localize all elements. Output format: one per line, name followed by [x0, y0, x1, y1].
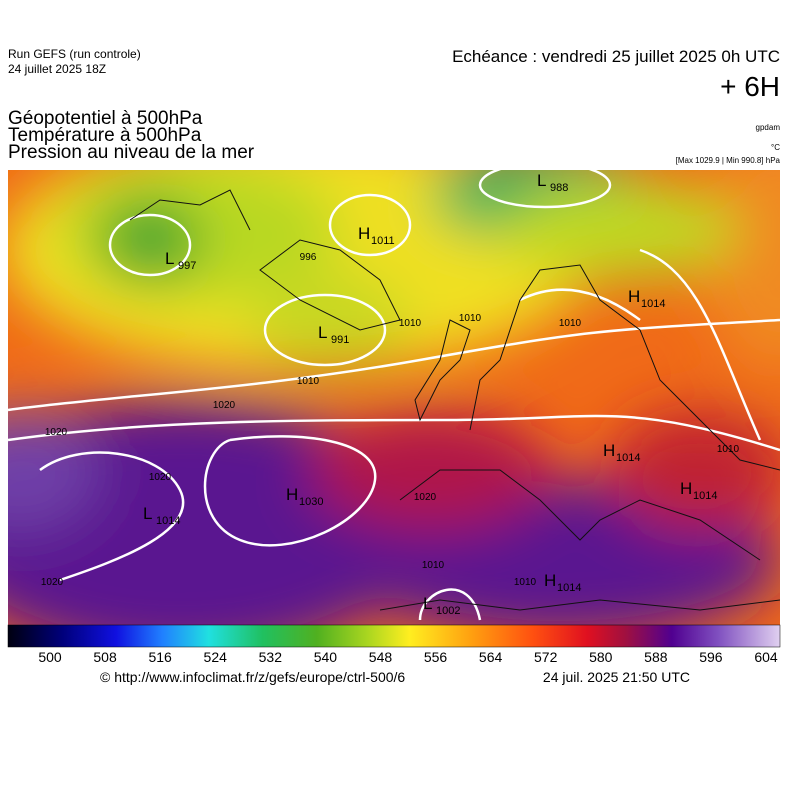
isobar-label: 1010: [399, 318, 422, 329]
unit-geopotential: gpdam: [756, 123, 781, 132]
colorbar-label: 604: [754, 649, 778, 665]
unit-temperature: °C: [771, 143, 780, 152]
pressure-center-value: 1014: [557, 582, 581, 594]
pressure-center-type: H: [628, 287, 640, 306]
pressure-center-value: 1014: [641, 298, 665, 310]
pressure-center-type: H: [680, 479, 692, 498]
colorbar-label: 508: [93, 649, 117, 665]
pressure-center-value: 991: [331, 334, 349, 346]
isobar-label: 996: [300, 252, 317, 263]
pressure-center-type: H: [358, 224, 370, 243]
colorbar-label: 548: [369, 649, 393, 665]
footer-generated: 24 juil. 2025 21:50 UTC: [543, 669, 690, 685]
pressure-center-value: 1014: [616, 452, 640, 464]
colorbar-label: 532: [259, 649, 283, 665]
unit-pressure: [Max 1029.9 | Min 990.8] hPa: [676, 156, 781, 165]
pressure-center-value: 1014: [693, 490, 717, 502]
isobar-label: 1010: [514, 577, 537, 588]
pressure-center-type: L: [318, 323, 327, 342]
colorbar-label: 588: [644, 649, 668, 665]
isobar-label: 1010: [559, 318, 582, 329]
pressure-center-value: 1011: [371, 235, 395, 247]
footer-source: © http://www.infoclimat.fr/z/gefs/europe…: [100, 669, 405, 685]
pressure-center-value: 1002: [436, 605, 460, 617]
pressure-center-type: L: [165, 249, 174, 268]
colorbar-label: 540: [314, 649, 338, 665]
run-label: Run GEFS (run controle): [8, 47, 141, 61]
pressure-center-type: H: [603, 441, 615, 460]
pressure-center-value: 1030: [299, 496, 323, 508]
valid-time: Echéance : vendredi 25 juillet 2025 0h U…: [452, 47, 780, 66]
pressure-center-value: 1014: [156, 515, 180, 527]
run-date: 24 juillet 2025 18Z: [8, 62, 106, 76]
isobar-label: 1010: [422, 560, 445, 571]
colorbar-label: 556: [424, 649, 448, 665]
pressure-center-value: 988: [550, 182, 568, 194]
isobar-label: 1020: [149, 472, 172, 483]
isobar-label: 1010: [717, 444, 740, 455]
map: [8, 170, 780, 625]
map-title: Pression au niveau de la mer: [8, 142, 255, 163]
colorbar-label: 596: [699, 649, 723, 665]
isobar-label: 1020: [45, 427, 68, 438]
isobar-label: 1020: [41, 577, 64, 588]
isobar-label: 1020: [414, 492, 437, 503]
map-title: Température à 500hPa: [8, 125, 202, 146]
colorbar-label: 524: [204, 649, 228, 665]
pressure-center-type: H: [544, 571, 556, 590]
pressure-center-value: 997: [178, 260, 196, 272]
colorbar-label: 516: [148, 649, 172, 665]
colorbar: [7, 624, 781, 648]
colorbar-label: 564: [479, 649, 503, 665]
lead-time: + 6H: [720, 71, 780, 102]
isobar-label: 1010: [297, 376, 320, 387]
pressure-center-type: L: [143, 504, 152, 523]
isobar-label: 1020: [213, 400, 236, 411]
colorbar-label: 500: [38, 649, 62, 665]
colorbar-label: 580: [589, 649, 613, 665]
pressure-center-type: H: [286, 485, 298, 504]
colorbar-label: 572: [534, 649, 558, 665]
isobar-label: 1010: [459, 313, 482, 324]
map-title: Géopotentiel à 500hPa: [8, 108, 203, 129]
pressure-center-type: L: [423, 594, 432, 613]
pressure-center-type: L: [537, 171, 546, 190]
